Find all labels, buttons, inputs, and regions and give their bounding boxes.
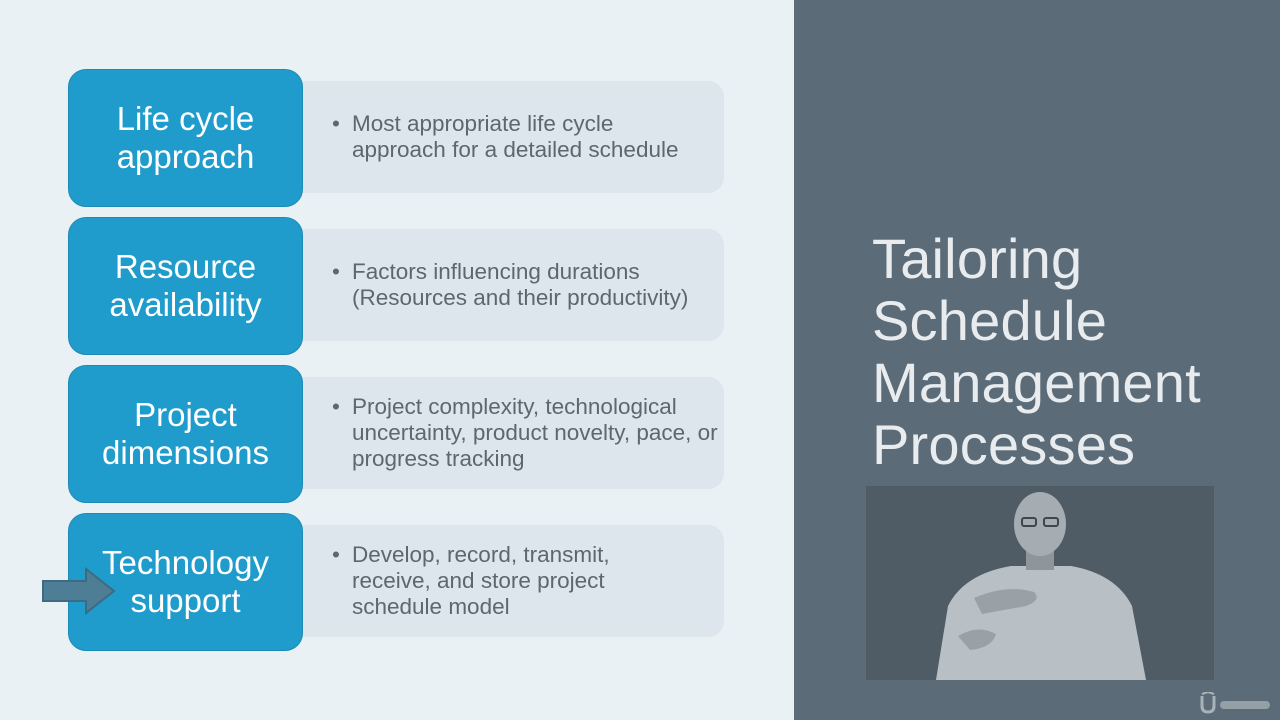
label-box: Technology support: [68, 513, 303, 651]
label-box: Project dimensions: [68, 365, 303, 503]
description-box: Factors influencing durations (Resources…: [248, 229, 724, 341]
description-box: Most appropriate life cycle approach for…: [248, 81, 724, 193]
description-bullet: Project complexity, technological uncert…: [332, 394, 722, 472]
label-text: Project dimensions: [102, 396, 269, 472]
description-box: Project complexity, technological uncert…: [248, 377, 724, 489]
description-bullet: Most appropriate life cycle approach for…: [332, 111, 682, 163]
title-line: Tailoring: [872, 227, 1083, 290]
label-line: dimensions: [102, 434, 269, 471]
label-line: approach: [116, 138, 255, 175]
label-line: Project: [134, 396, 237, 433]
udemy-logo: [1200, 692, 1270, 714]
title-line: Management: [872, 351, 1201, 414]
description-list: Factors influencing durations (Resources…: [332, 259, 712, 311]
label-box: Life cycle approach: [68, 69, 303, 207]
slide-title: Tailoring Schedule Management Processes: [872, 228, 1201, 476]
label-line: availability: [109, 286, 262, 323]
label-line: Technology: [102, 544, 269, 581]
label-line: Resource: [114, 248, 257, 285]
description-box: Develop, record, transmit, receive, and …: [248, 525, 724, 637]
label-text: Life cycle approach: [117, 100, 255, 176]
row-life-cycle-approach: Most appropriate life cycle approach for…: [68, 69, 728, 209]
title-line: Schedule: [872, 289, 1108, 352]
title-line: Processes: [872, 413, 1136, 476]
label-line: Life cycle: [116, 100, 255, 137]
arrow-right-icon: [42, 567, 116, 615]
description-list: Develop, record, transmit, receive, and …: [332, 542, 712, 620]
presenter-video: [866, 486, 1214, 680]
label-box: Resource availability: [68, 217, 303, 355]
slide-content-area: Most appropriate life cycle approach for…: [0, 0, 794, 720]
description-list: Most appropriate life cycle approach for…: [332, 111, 712, 163]
label-line: support: [130, 582, 241, 619]
row-project-dimensions: Project complexity, technological uncert…: [68, 365, 728, 505]
row-technology-support: Develop, record, transmit, receive, and …: [68, 513, 728, 653]
label-text: Technology support: [102, 544, 269, 620]
description-bullet: Develop, record, transmit, receive, and …: [332, 542, 652, 620]
row-resource-availability: Factors influencing durations (Resources…: [68, 217, 728, 357]
presenter-silhouette-icon: [866, 486, 1214, 680]
description-bullet: Factors influencing durations (Resources…: [332, 259, 722, 311]
description-list: Project complexity, technological uncert…: [332, 394, 718, 472]
label-text: Resource availability: [109, 248, 261, 324]
